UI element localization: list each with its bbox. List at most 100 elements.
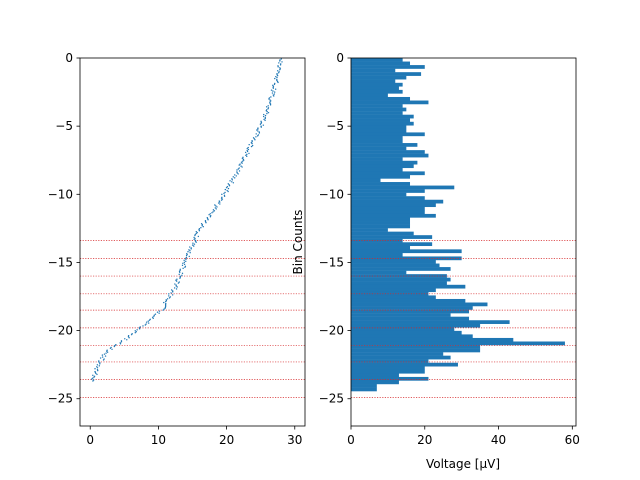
histogram-bar [351,238,403,243]
scatter-point [188,249,190,251]
histogram-bar [351,157,403,161]
scatter-point [96,368,99,371]
histogram-bar [351,224,411,229]
scatter-point [175,280,178,282]
histogram-y-tick-label: −5 [326,119,344,133]
scatter-point [135,331,137,333]
scatter-point [193,238,195,241]
scatter-point [198,228,201,230]
histogram-y-tick-label: 0 [336,51,344,65]
scatter-point [268,97,271,99]
histogram-x-tick-label: 40 [491,433,506,447]
histogram-bar [351,231,414,236]
histogram-bar [351,252,403,257]
scatter-point [183,263,186,266]
scatter-y-tick-label: −5 [55,119,73,133]
histogram-bar [351,295,436,300]
scatter-point [227,187,230,190]
scatter-y-tick-label: 0 [65,51,73,65]
scatter-point [162,309,164,311]
histogram-bar [351,221,411,225]
scatter-point [110,346,112,349]
histogram-bar [351,373,399,378]
scatter-point [188,255,190,258]
histogram-bar [351,355,451,360]
scatter-point [103,353,106,355]
histogram-bar [351,125,407,130]
histogram-bar [351,267,451,271]
histogram-bar [351,323,481,328]
scatter-point [248,152,250,155]
scatter-x-tick-label: 0 [86,433,94,447]
scatter-point [178,270,181,273]
scatter-point [165,302,167,305]
histogram-y-axis-label: Bin Counts [291,210,305,275]
histogram-bar [351,111,403,115]
scatter-point [237,173,239,175]
scatter-point [94,370,96,373]
scatter-point [276,78,278,81]
histogram-bar [351,114,414,119]
scatter-point [179,268,181,271]
scatter-point [176,278,178,280]
scatter-point [259,123,262,125]
histogram-bar [351,380,399,385]
scatter-point [255,133,257,135]
scatter-point [194,233,196,236]
scatter-point [212,211,214,213]
scatter-point [272,90,274,92]
scatter-point [244,151,247,154]
scatter-point [128,337,130,339]
histogram-bar [351,196,425,200]
scatter-point [197,235,200,238]
histogram-bar [351,171,425,176]
histogram-bar [351,104,403,108]
scatter-point [262,115,265,118]
scatter-point [209,213,211,215]
histogram-bar [351,143,418,147]
scatter-point [252,137,255,139]
histogram-bar [351,210,425,215]
scatter-point [223,192,225,195]
scatter-point [166,298,169,300]
scatter-point [185,260,187,263]
scatter-point [177,282,180,284]
scatter-point [242,158,245,160]
histogram-bar [351,327,455,332]
scatter-point [126,339,128,341]
scatter-point [182,262,184,265]
scatter-point [258,131,260,133]
scatter-point [153,314,156,316]
scatter-point [265,106,268,108]
scatter-point [272,84,274,87]
scatter-point [165,299,167,301]
scatter-point [106,349,108,351]
scatter-point [91,378,93,380]
histogram-bar [351,206,425,211]
histogram-bars [351,58,565,392]
scatter-point [210,215,212,217]
scatter-point [175,279,177,281]
scatter-point [229,180,231,182]
scatter-point [246,155,248,158]
scatter-point [134,330,136,332]
scatter-point [226,189,228,192]
scatter-point [247,148,250,151]
scatter-point [271,92,274,94]
histogram-bar [351,72,422,76]
scatter-point [94,368,96,370]
scatter-point [266,111,268,113]
scatter-point [183,261,186,264]
scatter-point [217,202,220,204]
histogram-frame [350,57,577,427]
histogram-bar [351,369,425,374]
scatter-point [175,288,178,290]
histogram-bar [351,132,425,137]
scatter-point [91,377,94,379]
scatter-point [257,130,259,132]
scatter-point [170,292,172,294]
scatter-point [138,327,141,329]
histogram-bar [351,174,411,179]
scatter-x-tick-label: 30 [287,433,302,447]
scatter-point [127,335,130,337]
